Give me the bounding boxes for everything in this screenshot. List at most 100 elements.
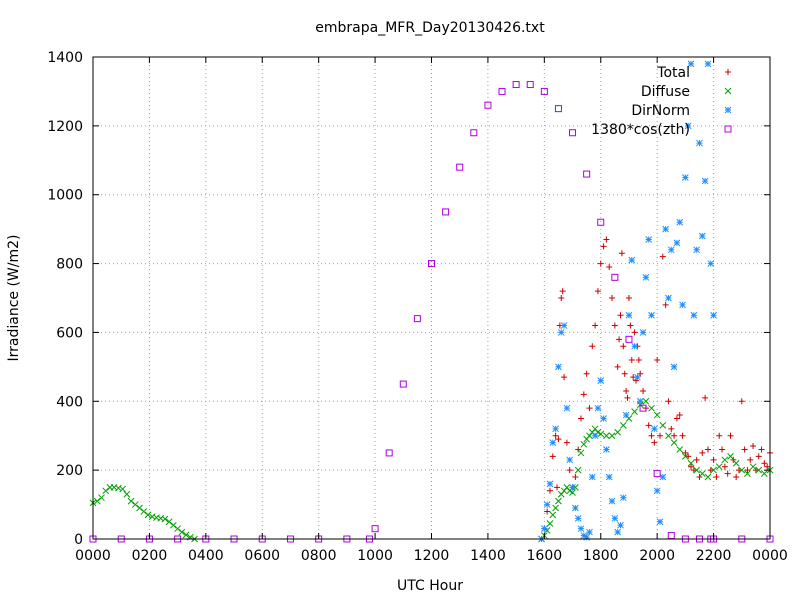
data-point (693, 466, 701, 474)
data-point (701, 177, 709, 185)
data-point (608, 497, 616, 505)
data-point (761, 470, 768, 477)
y-tick-label: 1000 (47, 188, 83, 204)
data-point (702, 394, 709, 401)
data-point (758, 446, 765, 453)
data-point (557, 329, 565, 336)
data-point (174, 525, 181, 533)
data-point (588, 473, 596, 481)
data-point (618, 250, 625, 257)
data-point (165, 518, 173, 526)
data-point (577, 449, 585, 457)
data-point (628, 356, 635, 363)
data-point (98, 494, 105, 502)
data-point (719, 446, 726, 453)
data-point (178, 528, 186, 536)
data-point (682, 453, 689, 460)
data-point (733, 474, 740, 481)
data-point (127, 497, 135, 505)
data-point (676, 218, 684, 226)
x-tick-label: 0200 (132, 548, 168, 564)
data-point (651, 439, 658, 446)
data-point (563, 404, 571, 412)
data-point (670, 363, 678, 371)
data-point (625, 335, 633, 343)
x-tick-label: 2200 (696, 548, 732, 564)
data-point (671, 432, 678, 439)
data-point (682, 449, 689, 456)
legend-label: Diffuse (641, 84, 690, 100)
data-point (558, 295, 565, 301)
data-point (512, 81, 520, 89)
y-tick-label: 1400 (47, 50, 83, 66)
data-point (625, 295, 632, 301)
data-point (735, 467, 742, 474)
x-tick-label: 0000 (75, 548, 111, 564)
data-point (371, 525, 379, 533)
data-point (609, 295, 616, 301)
data-point (710, 311, 717, 319)
data-point (549, 511, 557, 519)
data-point (761, 460, 768, 467)
data-point (670, 439, 678, 446)
x-tick-label: 0800 (301, 548, 337, 564)
data-point (115, 484, 122, 492)
data-point (710, 456, 717, 463)
data-point (619, 494, 627, 502)
data-point (750, 443, 757, 450)
data-point (603, 446, 610, 453)
data-point (555, 497, 562, 505)
data-point (656, 518, 664, 526)
data-point (591, 432, 599, 440)
data-point (559, 288, 566, 295)
data-point (608, 432, 616, 440)
data-point (544, 508, 551, 515)
data-point (93, 497, 101, 505)
data-point (679, 301, 686, 309)
data-point (749, 463, 757, 471)
chart-title: embrapa_MFR_Day20130426.txt (315, 20, 545, 36)
data-point (744, 467, 751, 474)
data-point (645, 236, 653, 243)
data-point (611, 322, 618, 329)
data-point (385, 449, 393, 457)
data-point (611, 273, 619, 281)
x-axis-label: UTC Hour (397, 578, 463, 594)
data-point (161, 515, 169, 523)
data-point (654, 356, 661, 363)
data-point (597, 430, 605, 438)
data-point (699, 449, 706, 456)
data-point (625, 311, 633, 319)
data-point (119, 485, 126, 493)
data-point (623, 387, 630, 394)
data-point (600, 243, 607, 250)
data-point (569, 489, 576, 496)
data-point (470, 129, 478, 137)
data-point (484, 101, 492, 109)
grid-lines (93, 57, 770, 539)
data-point (606, 264, 613, 271)
data-point (656, 432, 663, 439)
data-point (696, 139, 703, 147)
data-point (721, 456, 729, 464)
axis-ticks: 0000 0200 0400 0600 0800 1000 1200 1400 1600 1800… (47, 50, 787, 564)
data-point (549, 453, 556, 460)
data-point (693, 246, 701, 254)
data-point (696, 474, 703, 481)
data-point (676, 446, 684, 453)
data-point (639, 329, 647, 336)
data-point (614, 528, 622, 536)
data-point (727, 453, 734, 460)
x-tick-label: 1600 (527, 548, 563, 564)
data-point (597, 260, 604, 267)
data-point (713, 474, 720, 481)
x-tick-label: 0600 (244, 548, 280, 564)
data-point (688, 463, 695, 470)
data-point (727, 432, 734, 439)
data-point (131, 501, 139, 508)
data-point (583, 533, 590, 541)
y-tick-label: 800 (56, 257, 83, 273)
data-point (659, 253, 666, 260)
y-tick-label: 400 (56, 394, 83, 410)
data-point (577, 525, 585, 533)
